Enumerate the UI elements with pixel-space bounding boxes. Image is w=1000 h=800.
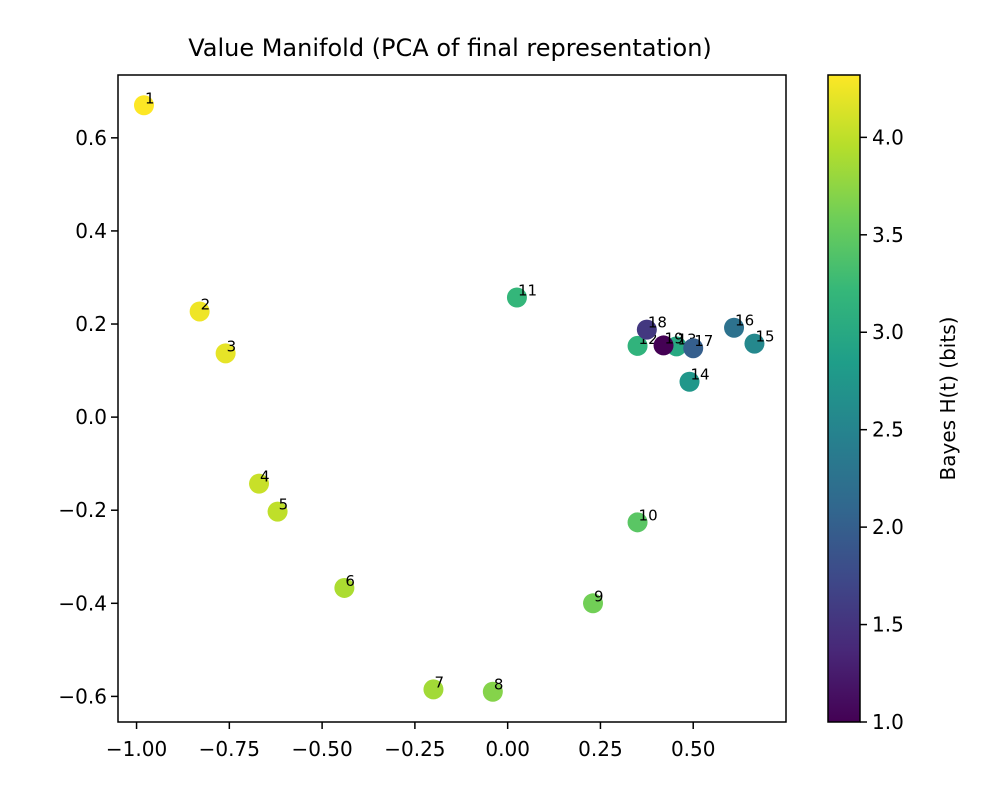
colorbar-label: Bayes H(t) (bits) [936,317,960,481]
colorbar-gradient [827,74,861,723]
data-point [653,335,674,356]
point-label: 17 [694,332,713,350]
colorbar: 1.0 1.5 2.0 2.5 3.0 3.5 4.0 Bayes H(t) (bits) [827,74,960,734]
data-point [744,333,765,354]
point-label: 11 [518,281,537,299]
point-label: 4 [260,468,270,486]
point-label: 7 [434,673,444,691]
x-tick-label: 0.00 [485,737,530,761]
x-tick-label: −0.75 [199,737,260,761]
colorbar-tick-label: 2.5 [872,418,904,442]
data-point [627,512,648,533]
data-point [334,577,355,598]
point-label: 19 [665,329,684,347]
point-label: 8 [494,676,504,694]
colorbar-tick-label: 1.0 [872,710,904,734]
axes-frame [117,74,787,723]
x-tick-label: 0.25 [578,737,623,761]
x-tick-label: −0.50 [291,737,352,761]
data-point [724,317,745,338]
y-tick-label: 0.4 [75,219,107,243]
y-tick-label: 0.2 [75,312,107,336]
y-tick-label: −0.4 [58,591,107,615]
colorbar-tick-label: 3.5 [872,223,904,247]
data-point [249,473,270,494]
point-label: 10 [639,506,658,524]
x-tick-label: 0.50 [671,737,716,761]
data-point [583,593,604,614]
colorbar-tick-label: 1.5 [872,613,904,637]
point-label: 9 [594,587,604,605]
chart-title: Value Manifold (PCA of final representat… [188,34,712,62]
data-point [133,95,154,116]
point-label: 3 [227,337,237,355]
colorbar-tick-label: 4.0 [872,125,904,149]
point-label: 18 [648,314,667,332]
colorbar-tick-label: 2.0 [872,515,904,539]
x-tick-label: −0.25 [384,737,445,761]
data-point [679,371,700,392]
data-point [423,679,444,700]
y-tick-label: 0.6 [75,126,107,150]
data-point [267,501,288,522]
data-point [627,335,648,356]
y-tick-label: −0.2 [58,498,107,522]
plot-area: 12345678910111213141516171819−1.00−0.75−… [58,74,787,761]
point-label: 16 [735,312,754,330]
data-point [482,681,503,702]
point-label: 1 [145,89,155,107]
x-tick-label: −1.00 [106,737,167,761]
colorbar-tick-label: 3.0 [872,320,904,344]
data-point [636,319,657,340]
data-point [506,287,527,308]
point-label: 2 [201,295,211,313]
point-label: 6 [345,572,355,590]
point-label: 5 [279,496,289,514]
y-tick-label: −0.6 [58,684,107,708]
data-point [215,343,236,364]
y-tick-label: 0.0 [75,405,107,429]
data-point [189,301,210,322]
point-label: 14 [691,366,710,384]
point-label: 15 [755,328,774,346]
data-point [683,338,704,359]
